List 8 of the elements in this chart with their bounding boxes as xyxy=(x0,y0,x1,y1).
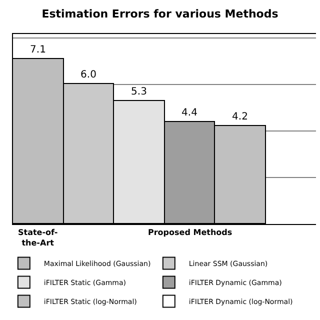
data-label: 4.4 xyxy=(182,108,198,118)
text: State-of-the-Art xyxy=(18,228,58,248)
chart-title: Estimation Errors for various Methods xyxy=(42,7,279,20)
data-label: 5.3 xyxy=(131,86,147,98)
data-label: 4.2 xyxy=(232,112,248,122)
data-label: 7.1 xyxy=(30,44,46,56)
text: Proposed Methods xyxy=(148,228,232,237)
data-label: 6.0 xyxy=(80,70,96,80)
